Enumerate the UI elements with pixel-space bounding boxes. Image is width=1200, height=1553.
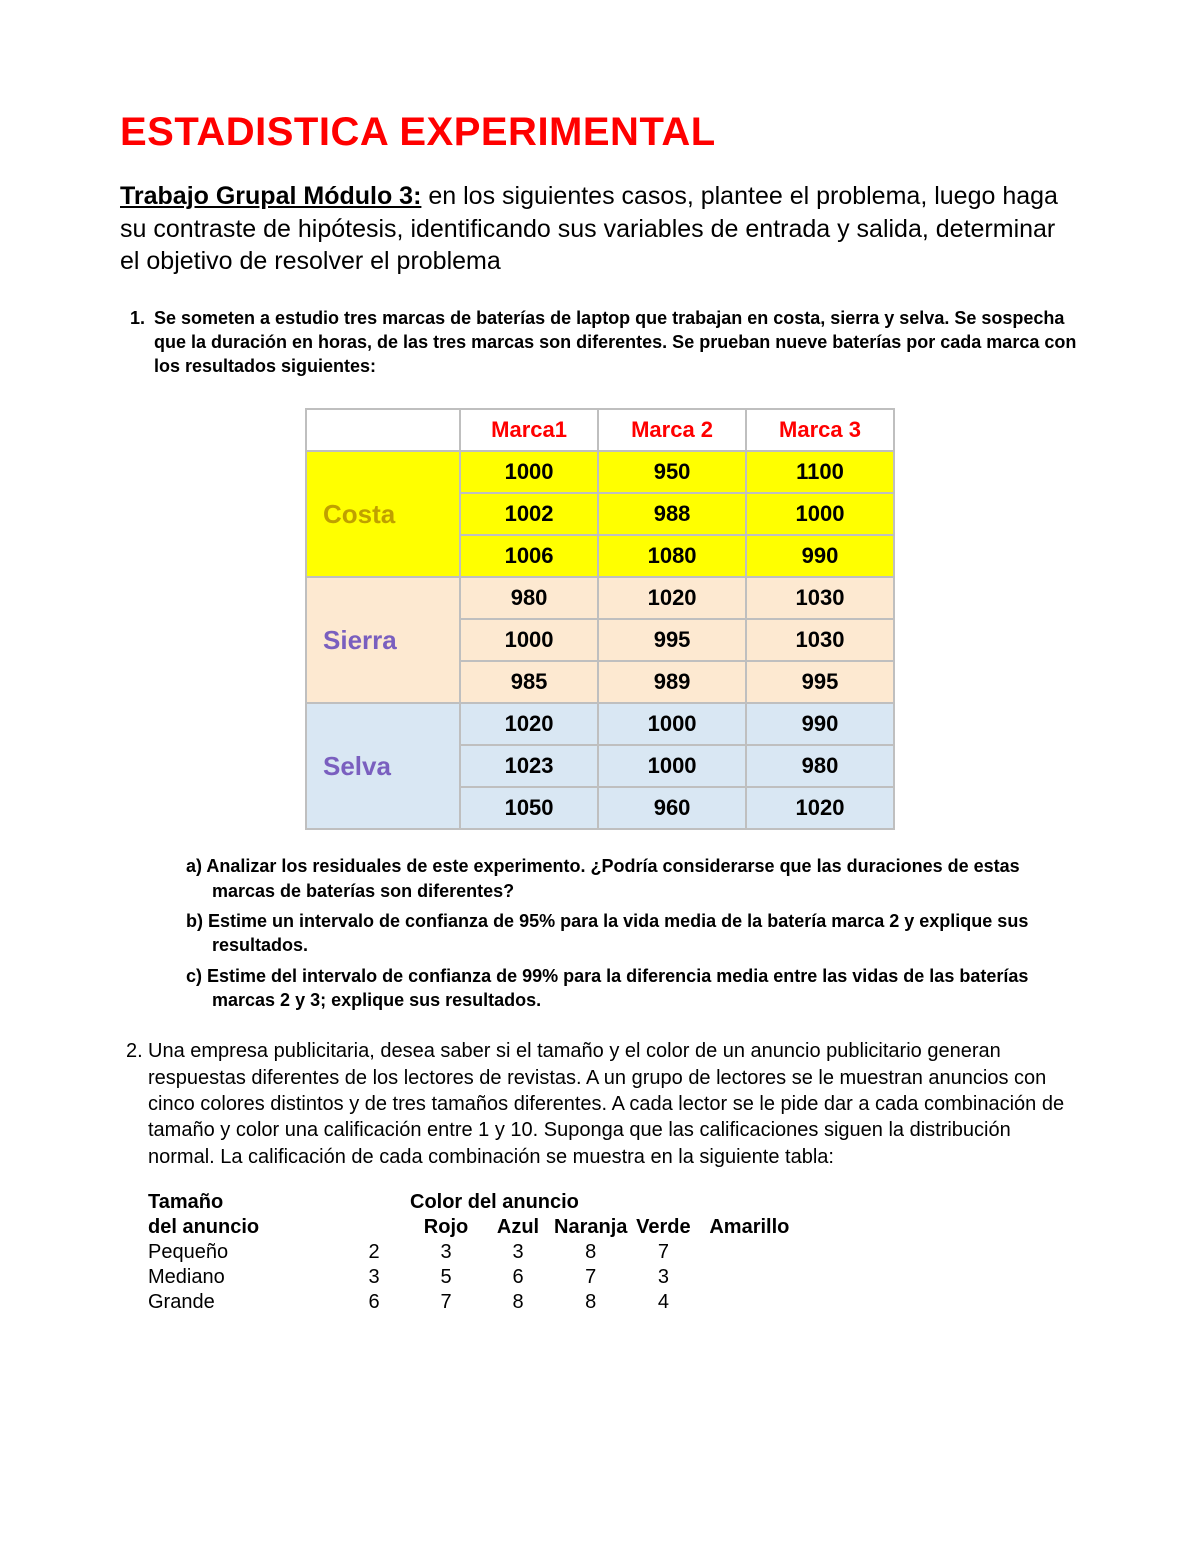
q2-col-header: Verde xyxy=(627,1215,699,1240)
spacer xyxy=(338,1190,410,1215)
q2-row-label: Pequeño xyxy=(148,1240,338,1265)
data-cell: 1100 xyxy=(746,451,894,493)
subitem-label: c) xyxy=(186,966,207,986)
q2-cell: 8 xyxy=(482,1290,554,1315)
q2-cell: 7 xyxy=(627,1240,699,1265)
q1-number: 1. xyxy=(130,306,154,330)
subitem-text: Analizar los residuales de este experime… xyxy=(206,856,1019,900)
data-cell: 985 xyxy=(460,661,598,703)
data-cell: 1000 xyxy=(598,745,746,787)
data-cell: 990 xyxy=(746,535,894,577)
q2-cell-empty xyxy=(699,1290,799,1315)
q2-cell: 3 xyxy=(627,1265,699,1290)
q2-table: Tamaño Color del anuncio del anuncio RojoAz… xyxy=(148,1190,799,1315)
q2-cell: 7 xyxy=(554,1265,627,1290)
region-label: Costa xyxy=(306,451,460,577)
q1-subitem: a) Analizar los residuales de este exper… xyxy=(186,854,1080,903)
q2-cell: 5 xyxy=(410,1265,482,1290)
q2-rowhdr-bottom: del anuncio xyxy=(148,1215,338,1240)
question-1: 1.Se someten a estudio tres marcas de ba… xyxy=(120,306,1080,379)
q2-rowhdr-top: Tamaño xyxy=(148,1190,338,1215)
data-cell: 1050 xyxy=(460,787,598,829)
q2-number: 2. xyxy=(126,1038,148,1064)
q1-subitems: a) Analizar los residuales de este exper… xyxy=(120,854,1080,1012)
q2-row-label: Grande xyxy=(148,1290,338,1315)
q2-cell: 8 xyxy=(554,1240,627,1265)
data-cell: 1030 xyxy=(746,577,894,619)
q2-cell: 3 xyxy=(338,1265,410,1290)
q2-cell: 6 xyxy=(338,1290,410,1315)
q1-subitem: b) Estime un intervalo de confianza de 9… xyxy=(186,909,1080,958)
data-cell: 988 xyxy=(598,493,746,535)
q2-cell-empty xyxy=(699,1265,799,1290)
subitem-label: a) xyxy=(186,856,206,876)
q2-table-wrap: Tamaño Color del anuncio del anuncio RojoAz… xyxy=(120,1190,1080,1315)
q1-th-marca2: Marca 2 xyxy=(598,409,746,451)
question-2: 2.Una empresa publicitaria, desea saber … xyxy=(120,1038,1080,1170)
data-cell: 1000 xyxy=(746,493,894,535)
region-label: Selva xyxy=(306,703,460,829)
page-title: ESTADISTICA EXPERIMENTAL xyxy=(120,110,1080,155)
subitem-text: Estime un intervalo de confianza de 95% … xyxy=(208,911,1028,955)
q2-cell: 4 xyxy=(627,1290,699,1315)
q1-subitem: c) Estime del intervalo de confianza de … xyxy=(186,964,1080,1013)
q2-col-header: Amarillo xyxy=(699,1215,799,1240)
q2-col-header: Azul xyxy=(482,1215,554,1240)
intro-lead: Trabajo Grupal Módulo 3: xyxy=(120,182,421,210)
q1-th-blank xyxy=(306,409,460,451)
data-cell: 980 xyxy=(746,745,894,787)
data-cell: 1006 xyxy=(460,535,598,577)
data-cell: 1000 xyxy=(460,619,598,661)
q1-text: Se someten a estudio tres marcas de bate… xyxy=(154,308,1076,377)
q2-row-label: Mediano xyxy=(148,1265,338,1290)
data-cell: 1080 xyxy=(598,535,746,577)
data-cell: 1023 xyxy=(460,745,598,787)
q2-colgroup: Color del anuncio xyxy=(410,1190,799,1215)
q2-col-header: Rojo xyxy=(410,1215,482,1240)
q2-cell: 2 xyxy=(338,1240,410,1265)
data-cell: 995 xyxy=(598,619,746,661)
intro-paragraph: Trabajo Grupal Módulo 3: en los siguient… xyxy=(120,180,1080,278)
q1-table: Marca1 Marca 2 Marca 3 Costa100095011001… xyxy=(305,408,895,830)
spacer xyxy=(338,1215,410,1240)
region-label: Sierra xyxy=(306,577,460,703)
data-cell: 980 xyxy=(460,577,598,619)
data-cell: 950 xyxy=(598,451,746,493)
subitem-text: Estime del intervalo de confianza de 99%… xyxy=(207,966,1028,1010)
data-cell: 1020 xyxy=(598,577,746,619)
q2-cell: 3 xyxy=(410,1240,482,1265)
q1-th-marca1: Marca1 xyxy=(460,409,598,451)
q2-text: Una empresa publicitaria, desea saber si… xyxy=(148,1040,1064,1168)
data-cell: 1030 xyxy=(746,619,894,661)
data-cell: 1000 xyxy=(598,703,746,745)
data-cell: 1020 xyxy=(746,787,894,829)
data-cell: 1000 xyxy=(460,451,598,493)
q2-cell: 6 xyxy=(482,1265,554,1290)
q2-cell: 8 xyxy=(554,1290,627,1315)
data-cell: 995 xyxy=(746,661,894,703)
data-cell: 960 xyxy=(598,787,746,829)
data-cell: 1020 xyxy=(460,703,598,745)
q2-cell: 3 xyxy=(482,1240,554,1265)
subitem-label: b) xyxy=(186,911,208,931)
q2-cell-empty xyxy=(699,1240,799,1265)
q1-th-marca3: Marca 3 xyxy=(746,409,894,451)
data-cell: 989 xyxy=(598,661,746,703)
data-cell: 990 xyxy=(746,703,894,745)
q2-cell: 7 xyxy=(410,1290,482,1315)
data-cell: 1002 xyxy=(460,493,598,535)
q1-table-wrap: Marca1 Marca 2 Marca 3 Costa100095011001… xyxy=(305,408,895,830)
q2-col-header: Naranja xyxy=(554,1215,627,1240)
